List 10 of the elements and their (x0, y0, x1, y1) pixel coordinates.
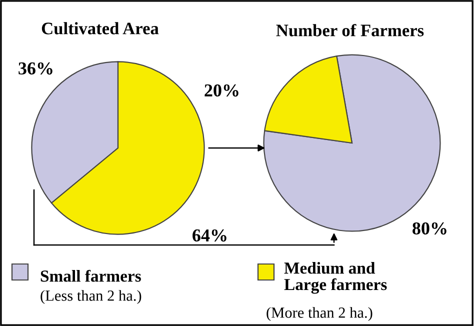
chart-title: Cultivated Area (42, 22, 159, 34)
text: (Less than 2 ha.) (40, 290, 142, 304)
data-label: 64% (192, 229, 226, 242)
data-label: 80% (412, 222, 446, 235)
data-label: 20% (204, 84, 238, 97)
legend-label: Medium and Large farmers (284, 262, 387, 294)
chart-title: Number of Farmers (276, 24, 424, 36)
legend-label: Small farmers (40, 270, 141, 282)
data-label: 36% (18, 62, 52, 75)
text: (More than 2 ha.) (266, 307, 372, 321)
